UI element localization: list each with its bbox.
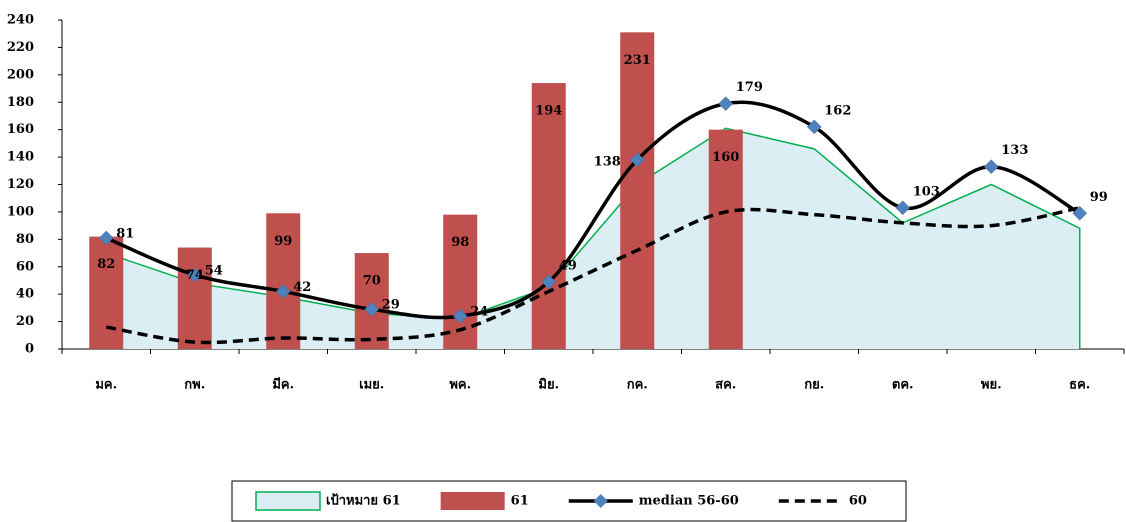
bar bbox=[89, 236, 124, 349]
legend-swatch bbox=[255, 491, 321, 511]
marker bbox=[806, 119, 822, 135]
x-tick-label: เมย. bbox=[359, 378, 384, 393]
bar-label: 160 bbox=[712, 150, 739, 165]
y-tick-label: 60 bbox=[16, 259, 34, 274]
y-tick-label: 20 bbox=[16, 314, 34, 329]
bar-label: 74 bbox=[186, 268, 204, 283]
legend-item: 61 bbox=[440, 492, 529, 510]
bar bbox=[177, 247, 212, 349]
legend-label: 61 bbox=[511, 494, 529, 509]
y-tick-label: 80 bbox=[16, 232, 34, 247]
marker bbox=[98, 230, 114, 246]
bar-label: 231 bbox=[624, 53, 651, 68]
x-tick-label: กย. bbox=[804, 378, 824, 393]
bar bbox=[443, 214, 478, 349]
point-label: 54 bbox=[205, 263, 223, 278]
x-tick-label: ธค. bbox=[1069, 378, 1090, 393]
marker bbox=[1072, 205, 1088, 221]
x-tick-label: มค. bbox=[95, 378, 117, 393]
marker bbox=[718, 96, 734, 111]
bar bbox=[354, 253, 389, 349]
x-tick-label: ตค. bbox=[892, 378, 914, 393]
point-label: 138 bbox=[594, 154, 621, 169]
x-tick-label: พย. bbox=[981, 378, 1002, 393]
point-label: 103 bbox=[913, 184, 940, 199]
area bbox=[106, 128, 1080, 349]
y-tick-label: 220 bbox=[7, 40, 34, 55]
marker bbox=[187, 267, 203, 283]
bar-label: 98 bbox=[451, 235, 469, 250]
legend-item: 60 bbox=[778, 494, 867, 509]
x-tick-label: มิย. bbox=[538, 378, 559, 393]
y-tick-label: 160 bbox=[7, 122, 34, 137]
point-label: 49 bbox=[559, 258, 577, 273]
marker bbox=[895, 200, 911, 216]
marker bbox=[629, 152, 645, 168]
bar-label: 82 bbox=[97, 257, 115, 272]
point-label: 179 bbox=[736, 80, 763, 95]
y-tick-label: 200 bbox=[7, 67, 34, 82]
bar-label: 99 bbox=[274, 234, 292, 249]
marker bbox=[541, 274, 557, 290]
legend-item: median 56-60 bbox=[568, 494, 739, 509]
bar-label: 194 bbox=[535, 104, 562, 119]
y-tick-label: 240 bbox=[7, 13, 34, 28]
x-tick-label: พค. bbox=[449, 378, 471, 393]
legend: เป้าหมาย 61 61 median 56-60 60 bbox=[231, 480, 907, 522]
legend-label: 60 bbox=[849, 494, 867, 509]
y-tick-label: 40 bbox=[16, 287, 34, 302]
point-label: 99 bbox=[1090, 190, 1108, 205]
marker bbox=[452, 308, 468, 324]
point-label: 42 bbox=[293, 280, 311, 295]
bar bbox=[266, 213, 301, 349]
legend-marker bbox=[593, 494, 608, 508]
legend-item: เป้าหมาย 61 bbox=[255, 491, 401, 511]
x-tick-label: กค. bbox=[627, 378, 648, 393]
point-label: 24 bbox=[470, 305, 488, 320]
legend-swatch bbox=[440, 492, 505, 510]
legend-label: เป้าหมาย 61 bbox=[326, 493, 401, 509]
point-label: 81 bbox=[116, 226, 134, 241]
bar-label: 70 bbox=[363, 274, 381, 289]
marker bbox=[364, 301, 380, 317]
marker bbox=[275, 284, 291, 299]
y-tick-label: 0 bbox=[25, 342, 34, 357]
bar bbox=[531, 83, 566, 349]
x-tick-label: กพ. bbox=[184, 378, 205, 393]
legend-label: median 56-60 bbox=[639, 494, 739, 509]
point-label: 133 bbox=[1001, 143, 1028, 158]
y-tick-label: 120 bbox=[7, 177, 34, 192]
y-tick-label: 140 bbox=[7, 150, 34, 165]
marker bbox=[983, 159, 999, 175]
point-label: 29 bbox=[382, 298, 400, 313]
x-tick-label: มีค. bbox=[272, 377, 294, 393]
x-tick-label: สค. bbox=[715, 378, 736, 393]
bar bbox=[708, 129, 743, 349]
point-label: 162 bbox=[824, 103, 851, 118]
y-tick-label: 100 bbox=[7, 204, 34, 219]
y-tick-label: 180 bbox=[7, 95, 34, 110]
dashed-line bbox=[105, 206, 1081, 345]
bar bbox=[620, 32, 655, 350]
